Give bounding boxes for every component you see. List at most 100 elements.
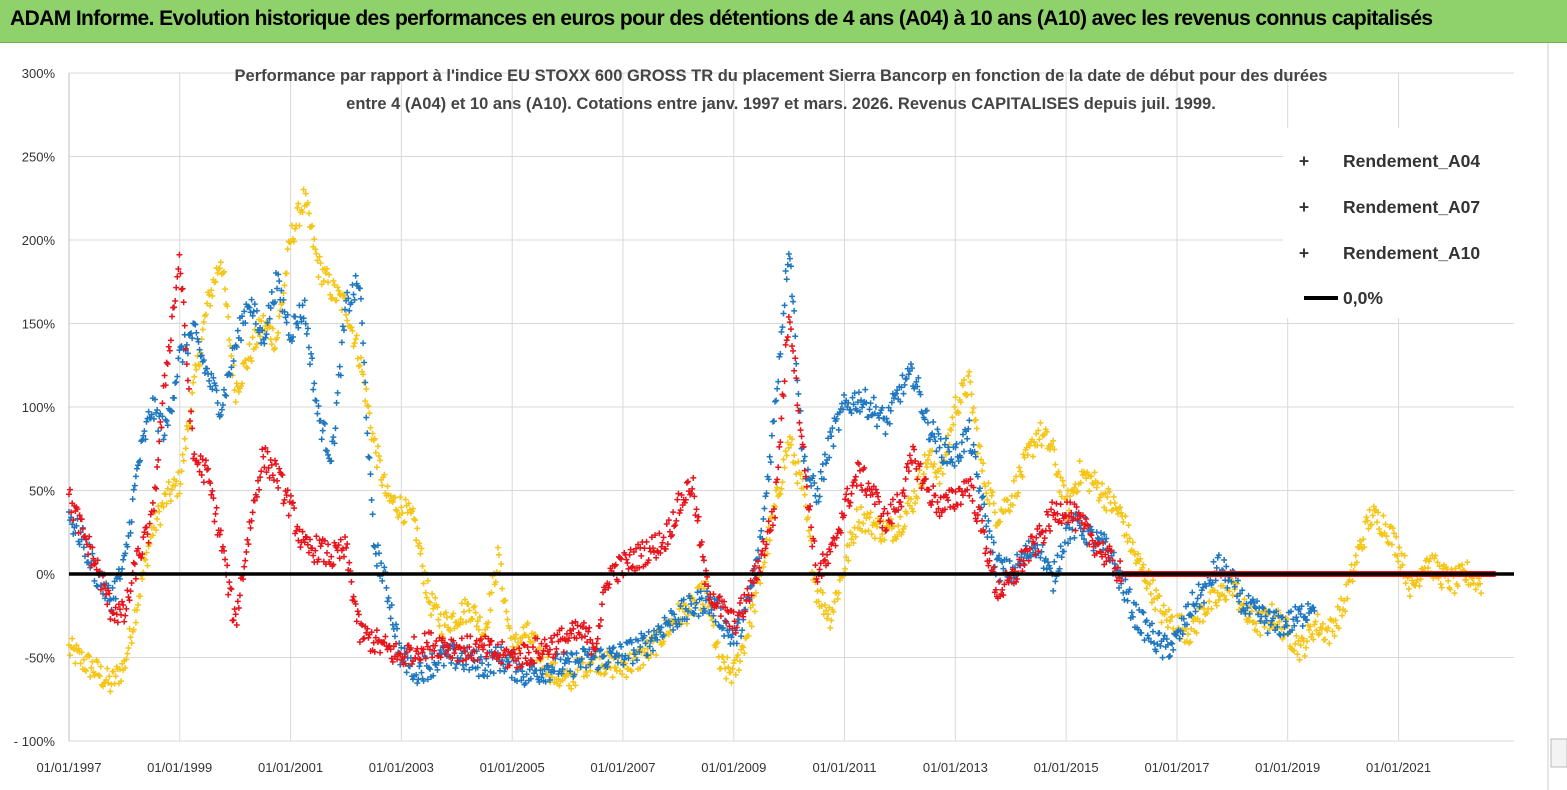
data-point: [1104, 494, 1111, 501]
data-point: [440, 644, 447, 651]
data-point: [710, 612, 717, 619]
data-point: [789, 293, 796, 300]
data-point: [610, 644, 617, 651]
data-point: [353, 618, 360, 625]
data-point: [631, 651, 638, 658]
data-point: [852, 473, 859, 480]
data-point: [402, 496, 409, 503]
data-point: [367, 471, 374, 478]
data-point: [1143, 617, 1150, 624]
data-point: [536, 679, 543, 686]
data-point: [257, 474, 264, 481]
data-point: [536, 645, 543, 652]
data-point: [1118, 509, 1125, 516]
data-point: [623, 674, 630, 681]
data-point: [210, 374, 217, 381]
data-point: [492, 651, 499, 658]
data-point: [469, 616, 476, 623]
data-point: [1157, 642, 1164, 649]
data-point: [786, 255, 793, 262]
data-point: [565, 655, 572, 662]
data-point: [1279, 635, 1286, 642]
data-point: [806, 527, 813, 534]
data-point: [1040, 565, 1047, 572]
data-point: [982, 550, 989, 557]
data-point: [1194, 615, 1201, 622]
data-point: [912, 457, 919, 464]
data-point: [446, 626, 453, 633]
data-point: [1062, 512, 1069, 519]
data-point: [1074, 516, 1081, 523]
data-point: [1090, 481, 1097, 488]
data-point: [929, 430, 936, 437]
data-point: [1118, 578, 1125, 585]
data-point: [221, 386, 228, 393]
data-point: [171, 395, 178, 402]
data-point: [1365, 525, 1372, 532]
data-point: [373, 627, 380, 634]
data-point: [1196, 603, 1203, 610]
data-point: [1432, 552, 1439, 559]
data-point: [709, 600, 716, 607]
data-point: [740, 613, 747, 620]
data-point: [219, 402, 226, 409]
data-point: [524, 619, 531, 626]
data-point: [344, 540, 351, 547]
data-point: [1203, 583, 1210, 590]
data-point: [1114, 510, 1121, 517]
data-point: [233, 621, 240, 628]
data-point: [378, 560, 385, 567]
data-point: [109, 584, 116, 591]
data-point: [1169, 613, 1176, 620]
data-point: [179, 359, 186, 366]
data-point: [321, 537, 328, 544]
data-point: [756, 564, 763, 571]
data-point: [252, 344, 259, 351]
data-point: [815, 598, 822, 605]
data-point: [499, 585, 506, 592]
data-point: [506, 662, 513, 669]
data-point: [174, 373, 181, 380]
data-point: [785, 250, 792, 257]
data-point: [1366, 506, 1373, 513]
data-point: [660, 632, 667, 639]
data-point: [460, 608, 467, 615]
data-point: [177, 480, 184, 487]
data-point: [1394, 552, 1401, 559]
data-point: [713, 640, 720, 647]
data-point: [1099, 536, 1106, 543]
data-point: [895, 522, 902, 529]
data-point: [644, 652, 651, 659]
data-point: [281, 496, 288, 503]
data-point: [1231, 583, 1238, 590]
data-point: [856, 408, 863, 415]
data-point: [539, 651, 546, 658]
data-point: [801, 491, 808, 498]
data-point: [1097, 529, 1104, 536]
data-point: [706, 610, 713, 617]
data-point: [348, 324, 355, 331]
data-point: [784, 439, 791, 446]
data-point: [941, 506, 948, 513]
data-point: [1302, 644, 1309, 651]
data-point: [418, 669, 425, 676]
data-point: [188, 408, 195, 415]
data-point: [248, 517, 255, 524]
x-tick-label: 01/01/1997: [36, 760, 101, 775]
data-point: [537, 667, 544, 674]
data-point: [1393, 533, 1400, 540]
data-point: [1016, 464, 1023, 471]
data-point: [346, 307, 353, 314]
data-point: [1262, 613, 1269, 620]
data-point: [1043, 428, 1050, 435]
data-point: [901, 523, 908, 530]
data-point: [363, 629, 370, 636]
data-point: [584, 639, 591, 646]
data-point: [1109, 557, 1116, 564]
data-point: [1135, 626, 1142, 633]
data-point: [328, 295, 335, 302]
data-point: [165, 478, 172, 485]
data-point: [1437, 581, 1444, 588]
scroll-thumb[interactable]: [1550, 738, 1567, 768]
data-point: [972, 416, 979, 423]
